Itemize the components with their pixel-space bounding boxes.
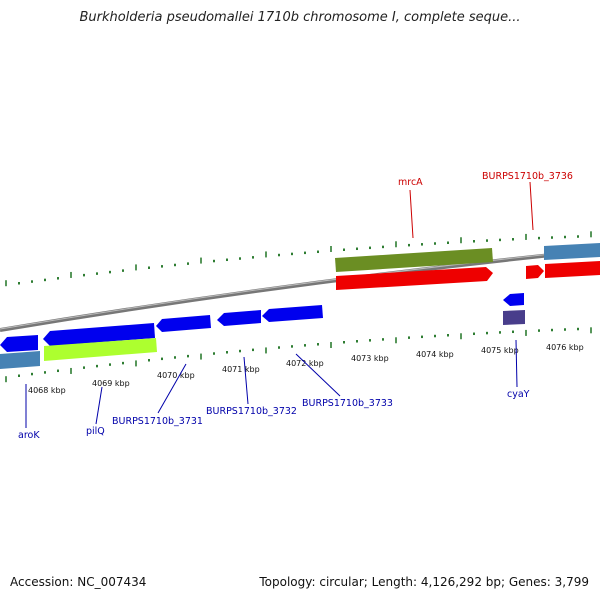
gene-blue-3733[interactable] — [262, 305, 323, 322]
gene-slate-cyaY[interactable] — [503, 310, 525, 325]
gene-label-pilQ[interactable]: pilQ — [86, 426, 105, 437]
gene-labels: mrcA BURPS1710b_3736 aroK pilQ BURPS1710… — [18, 171, 573, 441]
kbp-label: 4074 kbp — [416, 350, 454, 359]
upper-tick-row — [5, 231, 592, 287]
gene-red-right[interactable] — [545, 261, 600, 278]
kbp-label: 4069 kbp — [92, 379, 130, 388]
gene-steel-aroK[interactable] — [0, 351, 40, 369]
kbp-labels: 4068 kbp 4069 kbp 4070 kbp 4071 kbp 4072… — [28, 343, 584, 395]
gene-steel-right[interactable] — [544, 243, 600, 260]
gene-blue-3732[interactable] — [217, 310, 261, 326]
kbp-label: 4073 kbp — [351, 354, 389, 363]
gene-label-burps3736[interactable]: BURPS1710b_3736 — [482, 171, 573, 182]
chromosome-backbone-highlight — [0, 248, 600, 330]
kbp-label: 4076 kbp — [546, 343, 584, 352]
reverse-strand-genes — [0, 293, 525, 369]
gene-label-burps3732[interactable]: BURPS1710b_3732 — [206, 406, 297, 417]
leader-3736 — [529, 181, 534, 231]
leader-lines — [25, 181, 534, 428]
gene-olive-mrcA[interactable] — [335, 248, 493, 272]
leader-cyaY — [515, 339, 518, 388]
gene-blue-pilQ[interactable] — [43, 323, 155, 346]
gene-red-mrcA[interactable] — [336, 267, 493, 290]
kbp-label: 4070 kbp — [157, 371, 195, 380]
accession-text: Accession: NC_007434 — [10, 575, 147, 589]
kbp-label: 4071 kbp — [222, 365, 260, 374]
leader-pilQ — [95, 386, 103, 425]
gene-label-mrcA[interactable]: mrcA — [398, 177, 423, 188]
kbp-label: 4072 kbp — [286, 359, 324, 368]
kbp-label: 4075 kbp — [481, 346, 519, 355]
chromosome-backbone — [0, 248, 600, 332]
forward-strand-genes — [335, 243, 600, 290]
gene-blue-aroK[interactable] — [0, 335, 38, 352]
map-title: Burkholderia pseudomallei 1710b chromoso… — [79, 10, 521, 25]
leader-mrcA — [409, 189, 414, 239]
lower-tick-row — [5, 327, 592, 383]
gene-label-aroK[interactable]: aroK — [18, 430, 40, 441]
gene-label-burps3731[interactable]: BURPS1710b_3731 — [112, 416, 203, 427]
gene-label-burps3733[interactable]: BURPS1710b_3733 — [302, 398, 393, 409]
gene-blue-3731[interactable] — [156, 315, 211, 332]
leader-3731 — [157, 363, 187, 414]
gene-blue-cyaY[interactable] — [503, 293, 524, 306]
kbp-label: 4068 kbp — [28, 386, 66, 395]
gene-lime-pilQ[interactable] — [44, 338, 157, 361]
leader-3732 — [243, 356, 249, 405]
gene-label-cyaY[interactable]: cyaY — [507, 389, 530, 400]
gene-red-3736[interactable] — [526, 265, 544, 279]
topology-text: Topology: circular; Length: 4,126,292 bp… — [259, 575, 589, 589]
leader-3733 — [295, 353, 341, 397]
